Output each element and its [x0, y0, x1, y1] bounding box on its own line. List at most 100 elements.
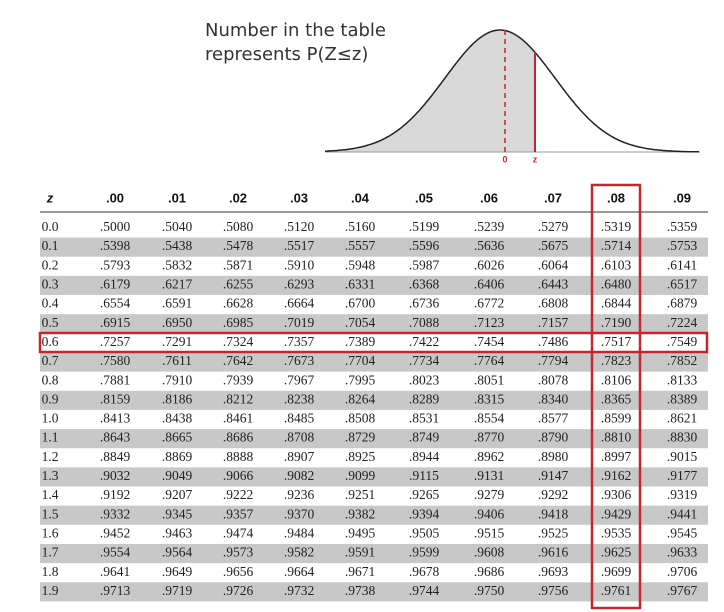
row-header: 0.1 [42, 238, 59, 253]
row-header: 0.8 [42, 372, 59, 387]
table-cell: .8599 [601, 411, 632, 426]
table-cell: .8980 [538, 449, 569, 464]
table-cell: .5832 [162, 257, 192, 272]
table-cell: .8643 [100, 430, 131, 445]
table-cell: .5000 [100, 219, 131, 234]
table-cell: .6664 [284, 296, 315, 311]
table-cell: .9292 [538, 487, 568, 502]
table-cell: .9767 [667, 583, 698, 598]
table-cell: .9693 [538, 564, 569, 579]
table-cell: .8051 [474, 372, 504, 387]
table-cell: .6844 [601, 296, 632, 311]
table-cell: .8365 [601, 391, 632, 406]
table-cell: .8686 [223, 430, 254, 445]
table-cell: .9032 [100, 468, 130, 483]
table-cell: .6772 [474, 296, 504, 311]
table-cell: .9761 [601, 583, 631, 598]
table-cell: .7549 [667, 334, 698, 349]
table-cell: .9099 [345, 468, 376, 483]
table-cell: .9265 [409, 487, 440, 502]
table-cell: .5120 [284, 219, 315, 234]
table-cell: .8810 [601, 430, 632, 445]
table-cell: .6950 [162, 315, 193, 330]
table-cell: .9591 [345, 545, 375, 560]
table-cell: .9066 [223, 468, 254, 483]
table-cell: .9452 [100, 525, 130, 540]
table-cell: .9177 [667, 468, 698, 483]
table-cell: .9162 [601, 468, 631, 483]
table-cell: .9306 [601, 487, 632, 502]
table-cell: .6331 [345, 277, 375, 292]
title-line: Number in the table [205, 20, 386, 41]
table-cell: .8508 [345, 411, 376, 426]
row-header: 1.9 [42, 583, 59, 598]
row-band [40, 390, 708, 410]
table-cell: .8770 [474, 430, 505, 445]
row-band [40, 582, 708, 602]
table-cell: .5675 [538, 238, 569, 253]
table-cell: .7910 [162, 372, 193, 387]
table-cell: .6480 [601, 277, 632, 292]
table-cell: .9732 [284, 583, 314, 598]
column-header: .08 [607, 190, 625, 205]
table-cell: .6179 [100, 277, 131, 292]
table-cell: .9633 [667, 545, 698, 560]
table-cell: .8485 [284, 411, 315, 426]
table-cell: .5279 [538, 219, 569, 234]
table-cell: .7357 [284, 334, 315, 349]
table-cell: .5359 [667, 219, 698, 234]
table-cell: .9744 [409, 583, 440, 598]
table-cell: .8869 [162, 449, 193, 464]
table-cell: .8790 [538, 430, 569, 445]
table-cell: .7704 [345, 353, 376, 368]
row-header: 1.5 [42, 506, 59, 521]
column-header: .09 [673, 190, 691, 205]
table-cell: .8944 [409, 449, 440, 464]
row-band [40, 467, 708, 487]
table-cell: .6255 [223, 277, 254, 292]
table-cell: .8078 [538, 372, 569, 387]
table-cell: .7995 [345, 372, 376, 387]
column-header: .04 [351, 190, 370, 205]
row-header: 0.0 [42, 219, 59, 234]
table-cell: .7967 [284, 372, 315, 387]
column-header: .03 [290, 190, 308, 205]
table-cell: .8289 [409, 391, 440, 406]
table-cell: .9535 [601, 525, 632, 540]
table-cell: .9664 [284, 564, 315, 579]
table-cell: .6628 [223, 296, 254, 311]
table-cell: .5319 [601, 219, 632, 234]
row-header: 1.4 [42, 487, 59, 502]
table-cell: .7823 [601, 353, 632, 368]
table-cell: .8665 [162, 430, 193, 445]
row-header: 1.2 [42, 449, 59, 464]
curve-line [324, 29, 699, 153]
table-cell: .9279 [474, 487, 505, 502]
table-cell: .8413 [100, 411, 131, 426]
column-header: .00 [106, 190, 124, 205]
table-cell: .5040 [162, 219, 193, 234]
row-highlight [38, 331, 709, 354]
table-cell: .9545 [667, 525, 698, 540]
table-cell: .6915 [100, 315, 131, 330]
table-cell: .5987 [409, 257, 440, 272]
table-cell: .9649 [162, 564, 193, 579]
row-header: 0.4 [42, 296, 59, 311]
table-cell: .5199 [409, 219, 440, 234]
table-cell: .7611 [162, 353, 192, 368]
table-cell: .9131 [474, 468, 504, 483]
table-cell: .6808 [538, 296, 569, 311]
table-cell: .9726 [223, 583, 254, 598]
table-cell: .9319 [667, 487, 698, 502]
table-cell: .7939 [223, 372, 254, 387]
table-cell: .8962 [474, 449, 504, 464]
z-label: z [533, 154, 538, 164]
table-cell: .6026 [474, 257, 505, 272]
table-cell: .5714 [601, 238, 632, 253]
row-band [40, 275, 708, 296]
table-cell: .7123 [474, 315, 505, 330]
row-header: 1.0 [42, 411, 59, 426]
table-cell: .7642 [223, 353, 253, 368]
row-header: 0.2 [42, 257, 59, 272]
